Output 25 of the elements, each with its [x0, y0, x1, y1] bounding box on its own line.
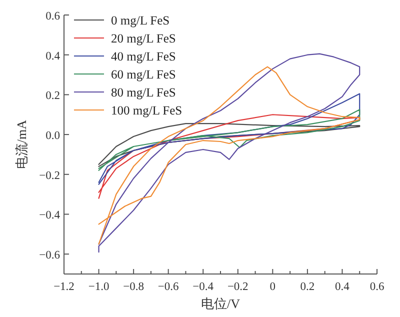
- legend-label: 100 mg/L FeS: [111, 104, 182, 118]
- x-tick-label: 0.4: [335, 281, 350, 293]
- y-tick-label: 0.0: [46, 130, 60, 142]
- legend-label: 0 mg/L FeS: [111, 14, 170, 28]
- legend-label: 20 mg/L FeS: [111, 32, 176, 46]
- x-tick-label: 0.6: [370, 281, 384, 293]
- x-axis-title: 电位/V: [201, 296, 241, 311]
- legend-label: 80 mg/L FeS: [111, 86, 176, 100]
- x-tick-label: −0.4: [192, 281, 214, 293]
- y-tick-label: −0.4: [39, 210, 60, 222]
- y-tick-label: −0.6: [39, 250, 60, 262]
- y-axis-title: 电流/mA: [14, 119, 29, 170]
- y-tick-label: 0.6: [46, 10, 60, 22]
- y-tick-label: −0.2: [39, 170, 60, 182]
- x-tick-label: −0.6: [158, 281, 180, 293]
- x-tick-label: −1.0: [88, 281, 110, 293]
- x-tick-label: −0.8: [123, 281, 144, 293]
- y-tick-label: 0.4: [46, 50, 60, 62]
- x-tick-label: 0: [270, 281, 276, 293]
- x-tick-label: 0.2: [300, 281, 315, 293]
- y-tick-label: 0.2: [46, 90, 60, 102]
- legend-label: 40 mg/L FeS: [111, 50, 176, 64]
- x-tick-label: −1.2: [54, 281, 75, 293]
- x-tick-label: −0.2: [227, 281, 249, 293]
- legend-label: 60 mg/L FeS: [111, 68, 176, 82]
